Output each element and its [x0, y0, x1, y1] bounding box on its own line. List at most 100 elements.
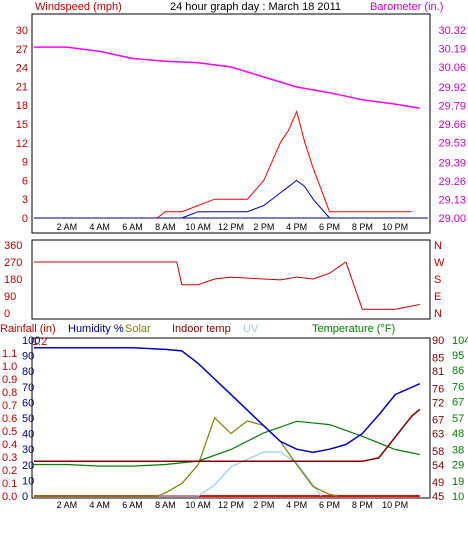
rainfall-tick: 0.3	[2, 452, 17, 464]
hour-label: 8 PM	[352, 222, 373, 232]
compass-label: N	[434, 240, 442, 252]
barometer-tick: 29.92	[438, 82, 466, 94]
direction-tick: 270	[4, 257, 22, 269]
direction-tick: 0	[4, 308, 10, 320]
rainfall-tick: 0.4	[2, 439, 17, 451]
rainfall-tick: 0.1	[2, 478, 17, 490]
temperature-tick: 10	[452, 491, 464, 503]
humidity-tick: 50	[22, 413, 34, 425]
direction-plot-area	[31, 239, 431, 320]
indoor-temp-tick: 49	[432, 477, 444, 489]
compass-label: W	[434, 257, 445, 269]
windspeed-tick: 12	[16, 138, 28, 150]
humidity-tick: 40	[22, 429, 34, 441]
hour-label: 2 AM	[57, 222, 78, 232]
temperature-tick: 67	[452, 396, 464, 408]
indoor-temp-axis-title: Indoor temp	[172, 323, 231, 335]
wind-direction-line	[34, 261, 420, 310]
temperature-tick: 86	[452, 365, 464, 377]
hour-label: 2 AM	[57, 500, 78, 510]
windspeed-axis-title: Windspeed (mph)	[35, 1, 122, 13]
bottom-series	[34, 347, 421, 497]
hour-label: 2 PM	[253, 500, 274, 510]
windspeed-tick: 18	[16, 100, 28, 112]
wind-avg-line	[181, 179, 330, 219]
barometer-line	[34, 46, 420, 110]
barometer-tick: 29.66	[438, 119, 466, 131]
temperature-tick: 104	[452, 335, 468, 347]
indoor-temp-tick: 81	[432, 366, 444, 378]
barometer-tick: 29.26	[438, 176, 466, 188]
windspeed-tick: 21	[16, 81, 28, 93]
top-hour-labels: 2 AM 4 AM 6 AM 8 AM 10 AM 12 PM 2 PM 4 PM 6 PM 8 …	[57, 222, 409, 232]
temperature-tick: 19	[452, 476, 464, 488]
indoor-temp-line	[34, 408, 421, 463]
humidity-tick: 0	[22, 491, 28, 503]
bottom-plot-area	[31, 337, 431, 499]
rainfall-tick: 0.7	[2, 400, 17, 412]
humidity-axis-title: Humidity %	[68, 323, 124, 335]
indoor-temp-tick: 85	[432, 352, 444, 364]
barometer-tick: 30.19	[438, 44, 466, 56]
rainfall-tick: 0.6	[2, 413, 17, 425]
temperature-tick: 29	[452, 459, 464, 471]
barometer-tick-labels: 29.00 29.13 29.26 29.39 29.53 29.66 29.79 29.92…	[438, 25, 466, 225]
hour-label: 8 PM	[352, 500, 373, 510]
hour-label: 4 PM	[286, 500, 307, 510]
hour-label: 4 PM	[286, 222, 307, 232]
barometer-tick: 29.00	[438, 213, 466, 225]
indoor-temp-tick: 67	[432, 415, 444, 427]
rainfall-tick: 0.2	[2, 465, 17, 477]
temperature-axis-title: Temperature (°F)	[312, 323, 395, 335]
rainfall-tick: 0.8	[2, 387, 17, 399]
indoor-temp-tick: 63	[432, 429, 444, 441]
hour-label: 10 AM	[185, 500, 211, 510]
windspeed-tick: 0	[22, 213, 28, 225]
hour-label: 8 AM	[155, 500, 176, 510]
hour-label: 10 PM	[382, 500, 408, 510]
hour-label: 8 AM	[155, 222, 176, 232]
compass-label: S	[434, 274, 441, 286]
windspeed-tick: 27	[16, 44, 28, 56]
hour-label: 6 AM	[122, 500, 143, 510]
humidity-tick: 100	[22, 335, 40, 347]
windspeed-tick: 6	[22, 175, 28, 187]
barometer-axis-title: Barometer (in.)	[370, 1, 443, 13]
hour-label: 6 AM	[122, 222, 143, 232]
indoor-temp-tick: 90	[432, 335, 444, 347]
humidity-tick: 30	[22, 444, 34, 456]
barometer-tick: 29.39	[438, 157, 466, 169]
solar-line	[34, 416, 338, 497]
hour-label: 6 PM	[319, 500, 340, 510]
windspeed-tick: 3	[22, 194, 28, 206]
hour-label: 12 PM	[218, 500, 244, 510]
uv-axis-title: UV	[243, 323, 259, 335]
graph-title: 24 hour graph day : March 18 2011	[170, 1, 341, 13]
hour-label: 12 PM	[218, 222, 244, 232]
hour-label: 4 AM	[89, 500, 110, 510]
rainfall-tick: 0.9	[2, 374, 17, 386]
hour-label: 10 PM	[382, 222, 408, 232]
rainfall-axis-title: Rainfall (in)	[0, 323, 56, 335]
temperature-tick: 95	[452, 350, 464, 362]
humidity-tick: 80	[22, 366, 34, 378]
solar-axis-title: Solar	[125, 323, 151, 335]
direction-series	[34, 261, 420, 310]
direction-tick: 180	[4, 274, 22, 286]
rainfall-tick: 0.5	[2, 426, 17, 438]
humidity-tick: 90	[22, 351, 34, 363]
compass-label: N	[434, 308, 442, 320]
windspeed-tick: 9	[22, 157, 28, 169]
top-series	[34, 46, 428, 219]
barometer-tick: 29.13	[438, 194, 466, 206]
temperature-tick: 38	[452, 445, 464, 457]
temperature-line	[34, 420, 420, 467]
barometer-tick: 29.53	[438, 138, 466, 150]
indoor-temp-tick: 45	[432, 491, 444, 503]
rainfall-tick: 1.1	[2, 348, 17, 360]
indoor-temp-tick: 58	[432, 446, 444, 458]
bottom-hour-labels: 2 AM 4 AM 6 AM 8 AM 10 AM 12 PM 2 PM 4 PM 6 PM 8 …	[57, 500, 409, 510]
top-plot-area	[31, 13, 431, 234]
